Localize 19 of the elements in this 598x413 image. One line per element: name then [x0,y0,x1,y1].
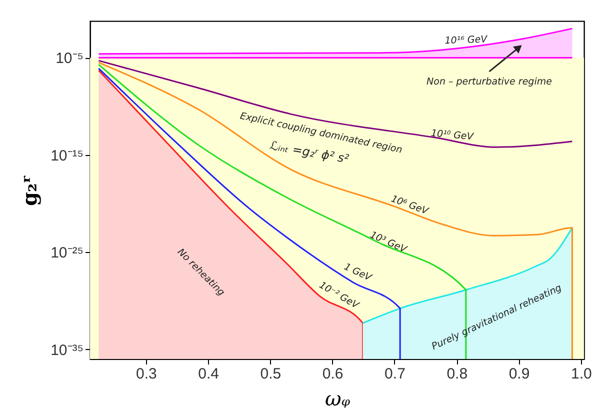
x-tick-label: 0.9 [508,366,530,382]
y-axis-title: g₂ʳ [18,174,42,206]
y-tick-label: 10⁻¹⁵ [50,147,84,164]
annotation: 10¹⁰ GeV [430,128,476,143]
x-tick-label: 0.8 [446,366,468,382]
x-tick-label: 0.4 [198,366,219,382]
x-tick-label: 1.0 [570,366,592,382]
annotation: 10⁶ GeV [389,194,431,218]
x-tick-label: 0.3 [136,366,157,382]
annotation: Non – perturbative regime [426,76,552,88]
x-tick-label: 0.7 [384,366,406,382]
annotation: 10³ GeV [368,230,410,256]
x-tick-label: 0.5 [260,366,282,382]
y-tick-label: 10⁻³⁵ [50,342,84,359]
x-axis-title: ωᵩ [324,386,350,410]
annotation: 10¹⁶ GeV [444,34,489,47]
y-tick-label: 10⁻⁵ [56,50,84,68]
x-tick-label: 0.6 [322,366,344,382]
y-tick-label: 10⁻²⁵ [50,244,84,262]
